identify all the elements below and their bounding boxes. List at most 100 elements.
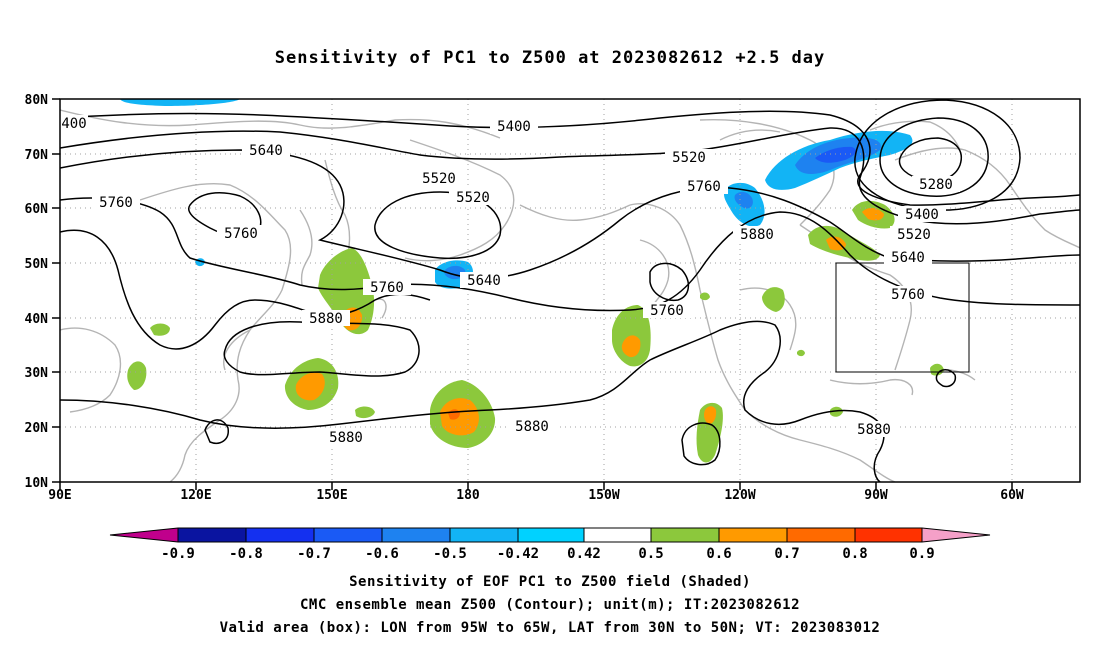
colorbar-segment: [314, 528, 382, 542]
axis-ticks: [52, 98, 1013, 490]
colorbar: -0.9 -0.8 -0.7 -0.6 -0.5 -0.42 0.42 0.5 …: [109, 527, 991, 562]
contour-labels: 5400 5520 5640 5520 5520 5760 5760 5760 …: [60, 115, 960, 446]
chart-title: Sensitivity of PC1 to Z500 at 2023082612…: [274, 48, 826, 68]
colorbar-segment: [450, 528, 518, 542]
contour-5880-f: [935, 369, 957, 388]
contour-label: 5760: [650, 303, 684, 319]
lon-tick-label: 120E: [180, 488, 211, 503]
contour-5880-c: [60, 320, 885, 482]
contour-label: 400: [61, 116, 86, 132]
shaded-sensitivity: [120, 99, 944, 463]
contour-5400-outer: [854, 99, 1021, 211]
colorbar-segment: [382, 528, 450, 542]
caption-contour: CMC ensemble mean Z500 (Contour); unit(m…: [299, 597, 800, 613]
lat-tick-label: 50N: [25, 257, 49, 272]
lat-tick-label: 40N: [25, 312, 49, 327]
lat-tick-label: 80N: [25, 93, 49, 108]
contour-label: 5880: [515, 419, 549, 435]
contour-5760-c: [649, 262, 690, 302]
contour-label: 5760: [891, 287, 925, 303]
contour-label: 5760: [370, 280, 404, 296]
shade-positive-rockies: [762, 287, 785, 312]
contour-label: 5520: [456, 190, 490, 206]
shade-positive-south-china-sea: [127, 361, 147, 390]
lon-tick-label: 120W: [724, 488, 755, 503]
contour-5760-a: [60, 197, 1080, 312]
colorbar-label: -0.42: [497, 546, 539, 562]
colorbar-label: 0.9: [909, 546, 934, 562]
lon-tick-labels: 90E 120E 150E 180 150W 120W 90W 60W: [48, 488, 1024, 503]
lat-tick-label: 70N: [25, 148, 49, 163]
colorbar-segment: [584, 528, 651, 542]
colorbar-segment: [719, 528, 787, 542]
contour-label: 5880: [309, 311, 343, 327]
colorbar-label: -0.7: [297, 546, 331, 562]
contour-label: 5520: [422, 171, 456, 187]
lon-tick-label: 150W: [588, 488, 619, 503]
colorbar-segment: [855, 528, 922, 542]
shade-positive-west-pacific-core: [295, 372, 325, 401]
lon-tick-label: 60W: [1000, 488, 1024, 503]
lon-tick-label: 180: [456, 488, 480, 503]
shade-negative-west-core: [734, 191, 753, 209]
contour-label: 5520: [897, 227, 931, 243]
contour-5520-b: [374, 191, 502, 260]
shade-positive-small-4: [830, 406, 843, 417]
caption-valid-area: Valid area (box): LON from 95W to 65W, L…: [219, 620, 881, 636]
colorbar-segment: [518, 528, 584, 542]
shade-positive-baja-core: [704, 406, 717, 425]
contour-5880-d: [204, 419, 229, 444]
shade-positive-small-1: [150, 323, 170, 336]
shade-negative-arctic: [120, 99, 240, 106]
shade-positive-small-3: [930, 363, 944, 376]
lat-tick-labels: 80N 70N 60N 50N 40N 30N 20N 10N: [25, 93, 49, 491]
colorbar-label: 0.42: [567, 546, 601, 562]
shade-positive-central-pacific-core: [440, 398, 479, 436]
lon-tick-label: 150E: [316, 488, 347, 503]
colorbar-label: -0.6: [365, 546, 399, 562]
colorbar-left-arrow: [110, 528, 178, 542]
contour-5880-b: [223, 321, 420, 377]
shade-positive-lakes-core: [826, 236, 846, 251]
shade-positive-small-2: [355, 406, 375, 419]
lat-tick-label: 30N: [25, 366, 49, 381]
lon-tick-label: 90E: [48, 488, 71, 503]
contour-5880-a: [60, 229, 431, 350]
contour-label: 5640: [891, 250, 925, 266]
contour-label: 5640: [249, 143, 283, 159]
contour-label: 5400: [497, 119, 531, 135]
contour-5400: [60, 110, 1080, 206]
coastlines: [60, 109, 1080, 482]
contour-label: 5280: [919, 177, 953, 193]
contour-label: 5880: [857, 422, 891, 438]
lat-tick-label: 60N: [25, 202, 49, 217]
contour-label: 5880: [329, 430, 363, 446]
colorbar-segment: [787, 528, 855, 542]
contour-5280: [898, 137, 962, 182]
colorbar-label: -0.5: [433, 546, 467, 562]
colorbar-label: 0.6: [706, 546, 731, 562]
colorbar-right-arrow: [922, 528, 990, 542]
colorbar-label: 0.8: [842, 546, 867, 562]
contour-label: 5640: [467, 273, 501, 289]
contour-5880-e: [681, 422, 721, 466]
contour-label: 5760: [224, 226, 258, 242]
lat-tick-label: 20N: [25, 421, 49, 436]
contour-5280-outer: [879, 117, 989, 197]
shade-positive-baja: [696, 402, 723, 463]
contour-label: 5400: [905, 207, 939, 223]
caption-shaded: Sensitivity of EOF PC1 to Z500 field (Sh…: [349, 574, 751, 590]
shade-positive-hudson-core: [862, 208, 884, 221]
contour-label: 5760: [687, 179, 721, 195]
contour-label: 5880: [740, 227, 774, 243]
lat-tick-label: 10N: [25, 476, 49, 491]
shade-positive-small-6: [700, 292, 710, 301]
lon-tick-label: 90W: [864, 488, 888, 503]
shade-negative-canada-inner: [815, 146, 856, 163]
colorbar-label: -0.9: [161, 546, 195, 562]
colorbar-segment: [246, 528, 314, 542]
contour-label: 5520: [672, 150, 706, 166]
contour-label: 5760: [99, 195, 133, 211]
colorbar-segment: [178, 528, 246, 542]
